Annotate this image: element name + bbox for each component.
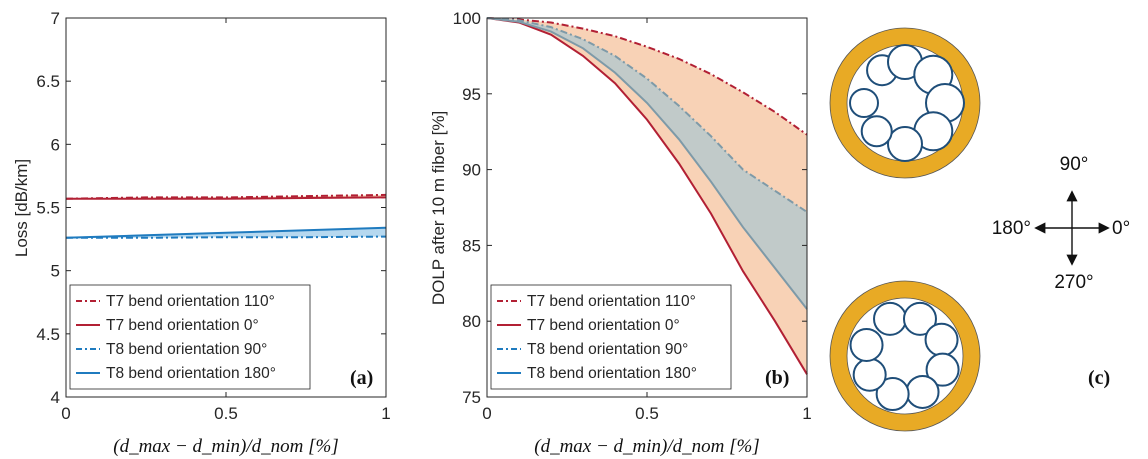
panel-a-loss-chart: 44.555.566.57 0 0.5 1 Loss [dB/km] (d_max … (12, 9, 391, 457)
y-tick-label: 6.5 (36, 72, 60, 91)
x-tick-label: 0.5 (635, 404, 659, 423)
fiber-cross-section-bottom (829, 280, 981, 432)
capillary-tube (873, 301, 908, 336)
x-tick-label: 1 (802, 404, 811, 423)
capillary-tubes-bottom (849, 301, 960, 412)
x-tick-label: 0 (482, 404, 491, 423)
panel-a-label: (a) (350, 367, 373, 389)
panel-b-x-ticks: 0 0.5 1 (482, 18, 812, 423)
capillary-tube (925, 352, 960, 387)
capillary-tube (905, 374, 940, 409)
panel-b-y-axis-label: DOLP after 10 m fiber [%] (429, 111, 448, 305)
panel-b-fills (487, 18, 807, 375)
y-tick-label: 95 (462, 85, 481, 104)
orientation-compass: 90° 180° 0° 270° (992, 154, 1130, 293)
panel-b-label: (b) (765, 367, 789, 389)
panel-b-lines (486, 17, 808, 375)
series-line-1 (66, 196, 387, 200)
legend-entry: T7 bend orientation 110° (106, 293, 275, 310)
fiber-cross-section-top (829, 27, 981, 179)
y-tick-label: 85 (462, 236, 481, 255)
series-line-3 (65, 226, 387, 239)
capillary-tube (849, 327, 884, 362)
legend-entry: T7 bend orientation 0° (527, 317, 680, 334)
panel-a-x-ticks: 0 0.5 1 (61, 18, 391, 423)
panel-a-x-axis-label: (d_max − d_min)/d_nom [%] (113, 436, 339, 457)
panel-c-label: (c) (1088, 367, 1110, 389)
panel-b-x-axis-label: (d_max − d_min)/d_nom [%] (534, 436, 760, 457)
y-tick-label: 7 (51, 9, 60, 28)
capillary-tube (902, 301, 937, 336)
legend-box (69, 284, 311, 390)
legend-entry: T8 bend orientation 180° (106, 365, 276, 382)
series-line-0 (65, 193, 387, 200)
panel-a-fills (66, 194, 386, 238)
compass-label-180: 180° (992, 218, 1031, 239)
series-line-2 (486, 17, 808, 213)
series-line-3 (486, 17, 808, 310)
panel-a-y-axis-label: Loss [dB/km] (12, 159, 31, 257)
y-tick-label: 90 (462, 161, 481, 180)
compass-label-0: 0° (1112, 218, 1130, 239)
y-tick-label: 5.5 (36, 199, 60, 218)
series-line-1 (486, 17, 808, 375)
compass-label-270: 270° (1054, 272, 1093, 293)
y-tick-label: 6 (51, 135, 60, 154)
capillary-tube (875, 377, 910, 412)
x-tick-label: 1 (381, 404, 390, 423)
panel-c-fiber-schematic: 90° 180° 0° 270° (c) (829, 27, 1130, 432)
x-tick-label: 0 (61, 404, 70, 423)
y-tick-label: 4.5 (36, 325, 60, 344)
capillary-tube (852, 357, 887, 392)
y-tick-label: 80 (462, 312, 481, 331)
y-tick-label: 75 (462, 388, 481, 407)
capillary-tubes-top (849, 44, 965, 162)
legend-entry: T8 bend orientation 90° (527, 341, 688, 358)
y-tick-label: 5 (51, 262, 60, 281)
panel-a-legend: T7 bend orientation 110° T7 bend orientat… (69, 284, 311, 390)
legend-entry: T8 bend orientation 180° (527, 365, 697, 382)
y-tick-label: 4 (51, 388, 60, 407)
capillary-tube (924, 322, 959, 357)
series-line-2 (66, 235, 387, 239)
fill-band-0 (487, 18, 807, 375)
legend-entry: T7 bend orientation 0° (106, 317, 259, 334)
capillary-tube (860, 115, 893, 148)
capillary-tube (887, 126, 923, 162)
panel-b-y-ticks: 75 80 85 90 95 100 (453, 9, 807, 407)
capillary-tube (849, 88, 879, 118)
panel-b-legend: T7 bend orientation 110° T7 bend orientat… (490, 284, 732, 390)
x-tick-label: 0.5 (214, 404, 238, 423)
legend-box (490, 284, 732, 390)
compass-label-90: 90° (1060, 154, 1089, 175)
panel-a-y-ticks: 4 4.5 5 5.5 6 6.5 7 (36, 9, 386, 407)
legend-entry: T8 bend orientation 90° (106, 341, 267, 358)
legend-entry: T7 bend orientation 110° (527, 293, 696, 310)
y-tick-label: 100 (453, 9, 481, 28)
panel-a-lines (65, 193, 387, 239)
